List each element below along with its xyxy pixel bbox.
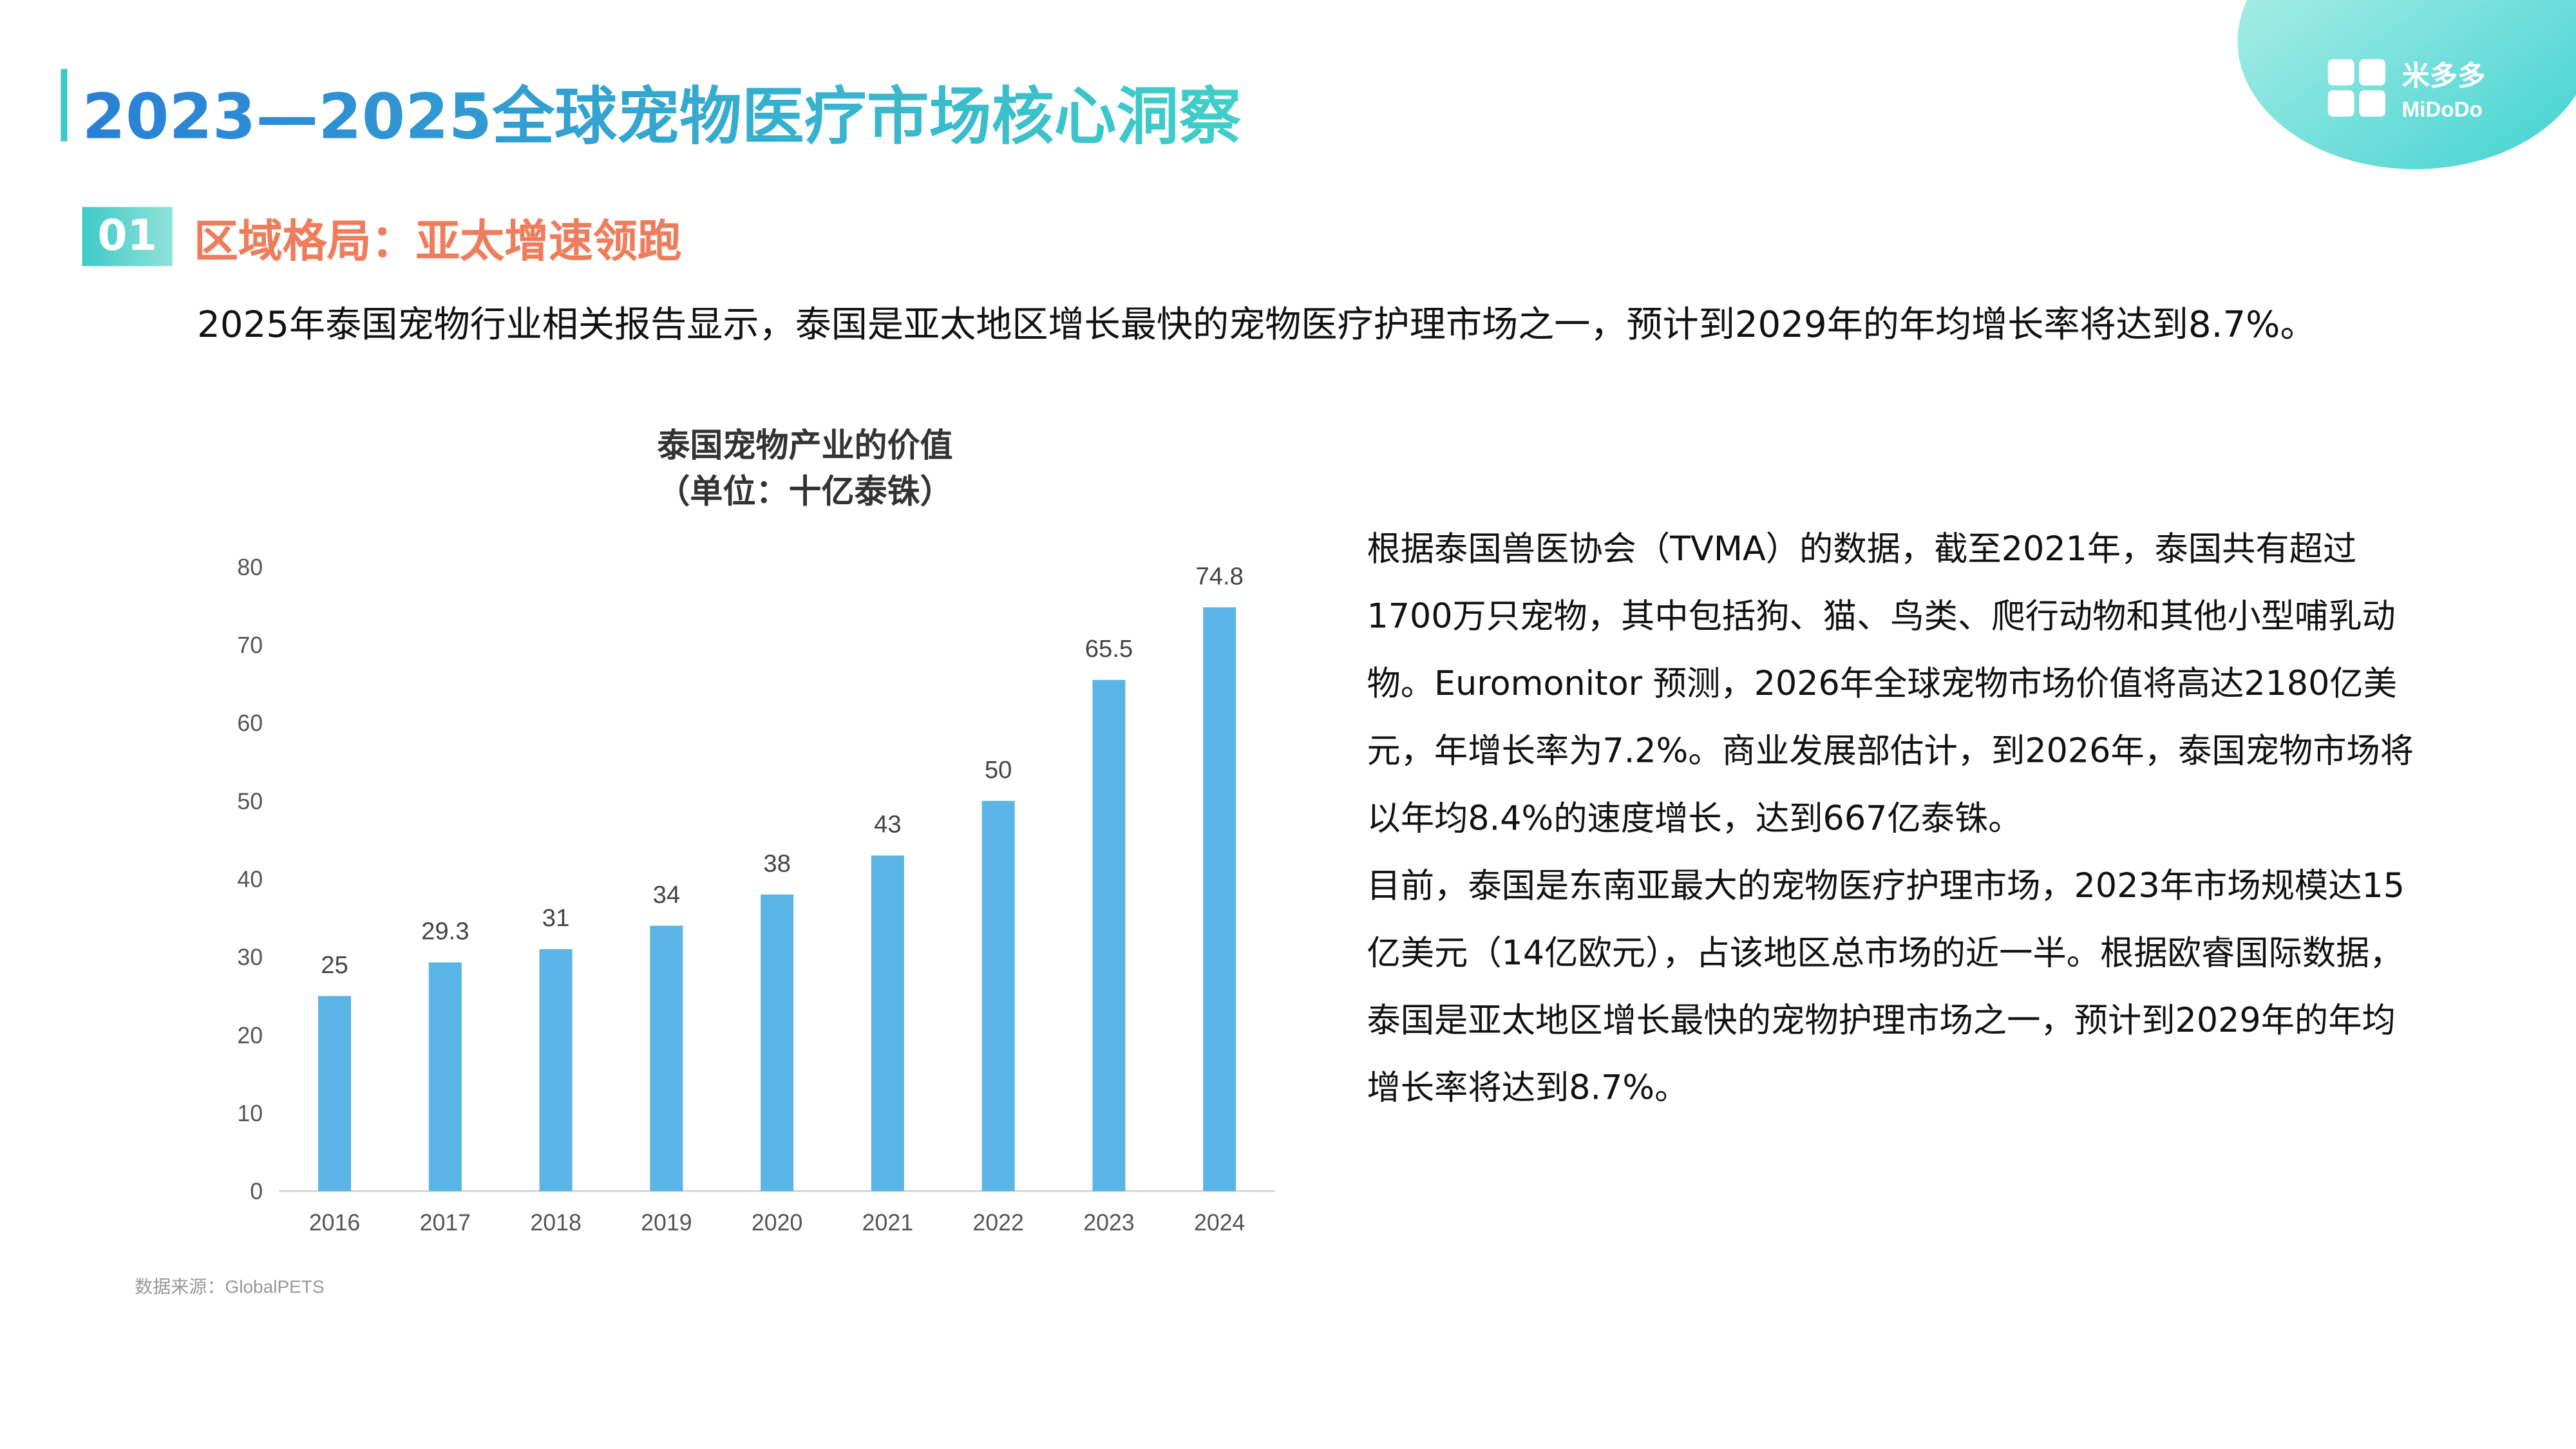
- x-tick-label: 2019: [641, 1210, 692, 1236]
- x-tick-label: 2023: [1083, 1210, 1134, 1236]
- logo-backdrop: [2237, 0, 2576, 169]
- x-tick-label: 2020: [752, 1210, 802, 1236]
- section-number: 01: [82, 207, 173, 267]
- value-label: 65.5: [1085, 635, 1133, 663]
- y-tick-label: 80: [237, 554, 263, 580]
- x-tick-label: 2016: [309, 1210, 360, 1236]
- bar: [539, 949, 573, 1191]
- value-label: 31: [542, 904, 570, 932]
- value-label: 29.3: [421, 918, 469, 945]
- x-tick-label: 2022: [972, 1210, 1023, 1236]
- x-tick-label: 2017: [420, 1210, 471, 1236]
- bar: [871, 855, 904, 1191]
- section-title: 区域格局：亚太增速领跑: [194, 216, 682, 268]
- bar: [981, 800, 1015, 1191]
- logo-icon: [2327, 59, 2386, 117]
- value-label: 50: [985, 756, 1012, 784]
- value-label: 34: [653, 881, 681, 909]
- body-text: 根据泰国兽医协会（TVMA）的数据，截至2021年，泰国共有超过1700万只宠物…: [1367, 516, 2418, 1122]
- bar: [1092, 679, 1126, 1191]
- x-tick-label: 2021: [862, 1210, 913, 1236]
- y-tick-label: 10: [237, 1101, 263, 1126]
- paragraph: 目前，泰国是东南亚最大的宠物医疗护理市场，2023年市场规模达15亿美元（14亿…: [1367, 866, 2405, 1108]
- bar: [761, 895, 794, 1191]
- page-title: 2023—2025全球宠物医疗市场核心洞察: [82, 66, 1242, 156]
- y-tick-label: 60: [237, 710, 263, 736]
- bar: [428, 962, 462, 1191]
- chart-subtitle: （单位：十亿泰铢）: [657, 473, 952, 510]
- value-label: 43: [874, 811, 902, 838]
- y-tick-label: 40: [237, 867, 263, 893]
- value-label: 25: [321, 951, 348, 979]
- logo-cn: 米多多: [2402, 61, 2486, 92]
- x-tick-label: 2018: [530, 1210, 581, 1236]
- bar: [650, 925, 683, 1191]
- chart-title: 泰国宠物产业的价值: [657, 427, 952, 464]
- value-label: 38: [763, 849, 791, 877]
- bar: [1203, 607, 1236, 1191]
- title-accent: [61, 69, 68, 142]
- y-tick-label: 70: [237, 632, 263, 658]
- bar: [318, 996, 352, 1191]
- value-label: 74.8: [1195, 562, 1243, 590]
- y-tick-label: 0: [250, 1179, 263, 1204]
- paragraph: 根据泰国兽医协会（TVMA）的数据，截至2021年，泰国共有超过1700万只宠物…: [1367, 529, 2414, 838]
- intro-text: 2025年泰国宠物行业相关报告显示，泰国是亚太地区增长最快的宠物医疗护理市场之一…: [197, 305, 2316, 347]
- y-tick-label: 30: [237, 945, 263, 971]
- y-tick-label: 50: [237, 788, 263, 814]
- x-tick-label: 2024: [1194, 1210, 1245, 1236]
- source-note: 数据来源：GlobalPETS: [135, 1277, 325, 1297]
- y-tick-label: 20: [237, 1023, 263, 1048]
- logo-en: MiDoDo: [2402, 98, 2483, 122]
